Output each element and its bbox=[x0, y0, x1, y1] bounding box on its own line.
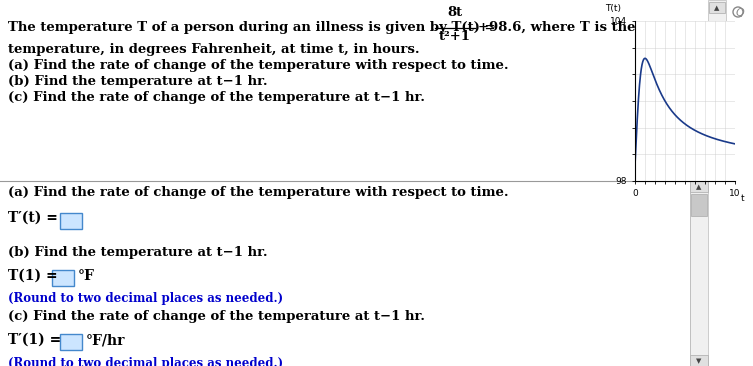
Text: (c) Find the rate of change of the temperature at t−1 hr.: (c) Find the rate of change of the tempe… bbox=[8, 310, 425, 323]
Text: Q: Q bbox=[736, 8, 745, 18]
Text: (b) Find the temperature at t−1 hr.: (b) Find the temperature at t−1 hr. bbox=[8, 75, 267, 88]
Text: T(1) =: T(1) = bbox=[8, 269, 58, 283]
Bar bbox=[690, 181, 708, 192]
Bar bbox=[60, 213, 82, 229]
Bar bbox=[0, 0, 753, 181]
Bar bbox=[0, 181, 690, 366]
Text: (b) Find the temperature at t−1 hr.: (b) Find the temperature at t−1 hr. bbox=[8, 246, 267, 259]
Text: ▼: ▼ bbox=[697, 358, 702, 364]
Text: (a) Find the rate of change of the temperature with respect to time.: (a) Find the rate of change of the tempe… bbox=[8, 186, 508, 199]
Bar bbox=[60, 334, 82, 350]
X-axis label: t: t bbox=[741, 194, 745, 203]
Y-axis label: T(t): T(t) bbox=[605, 4, 621, 13]
Text: (Round to two decimal places as needed.): (Round to two decimal places as needed.) bbox=[8, 292, 283, 305]
Bar bbox=[690, 181, 708, 366]
Text: (c) Find the rate of change of the temperature at t−1 hr.: (c) Find the rate of change of the tempe… bbox=[8, 91, 425, 104]
Text: ▲: ▲ bbox=[715, 5, 720, 11]
Text: 8t: 8t bbox=[447, 6, 462, 19]
Text: +98.6, where T is the: +98.6, where T is the bbox=[478, 21, 636, 34]
Bar bbox=[708, 0, 726, 181]
Text: (a) Find the rate of change of the temperature with respect to time.: (a) Find the rate of change of the tempe… bbox=[8, 59, 508, 72]
Text: °F: °F bbox=[78, 269, 95, 283]
Text: T′(1) =: T′(1) = bbox=[8, 333, 61, 347]
Text: ▲: ▲ bbox=[697, 184, 702, 190]
Bar bbox=[691, 194, 707, 216]
Text: T′(t) =: T′(t) = bbox=[8, 211, 58, 225]
Text: °F/hr: °F/hr bbox=[86, 333, 126, 347]
Text: temperature, in degrees Fahrenheit, at time t, in hours.: temperature, in degrees Fahrenheit, at t… bbox=[8, 43, 419, 56]
Bar bbox=[52, 270, 74, 286]
Text: (Round to two decimal places as needed.): (Round to two decimal places as needed.) bbox=[8, 357, 283, 366]
Text: t²+1: t²+1 bbox=[439, 30, 471, 43]
Text: The temperature T of a person during an illness is given by T(t) =: The temperature T of a person during an … bbox=[8, 21, 495, 34]
Bar bbox=[690, 355, 708, 366]
Bar bbox=[709, 2, 725, 13]
